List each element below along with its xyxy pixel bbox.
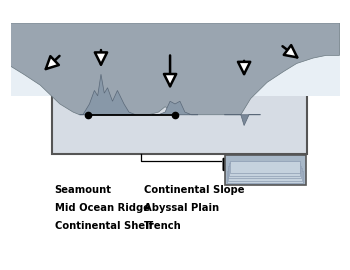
- Polygon shape: [10, 23, 340, 115]
- Text: Trench: Trench: [144, 221, 182, 231]
- Text: Class: Class: [198, 39, 219, 48]
- Text: Seamount: Seamount: [55, 185, 112, 195]
- Bar: [229, 166, 301, 178]
- Polygon shape: [10, 23, 340, 96]
- Polygon shape: [224, 115, 260, 126]
- Bar: [227, 171, 303, 183]
- Text: Name: Name: [52, 39, 75, 48]
- Bar: [229, 163, 300, 176]
- Text: Abyssal Plain: Abyssal Plain: [144, 203, 219, 213]
- Polygon shape: [79, 74, 135, 115]
- Text: Continental Slope: Continental Slope: [144, 185, 245, 195]
- Bar: [228, 168, 302, 181]
- Text: Mid Ocean Ridge: Mid Ocean Ridge: [55, 203, 149, 213]
- Text: Date: Date: [125, 39, 144, 48]
- Bar: [230, 161, 300, 173]
- Text: Continental Shelf: Continental Shelf: [55, 221, 153, 231]
- Text: Ocean Floor Topography: Ocean Floor Topography: [84, 46, 275, 60]
- Polygon shape: [152, 101, 198, 115]
